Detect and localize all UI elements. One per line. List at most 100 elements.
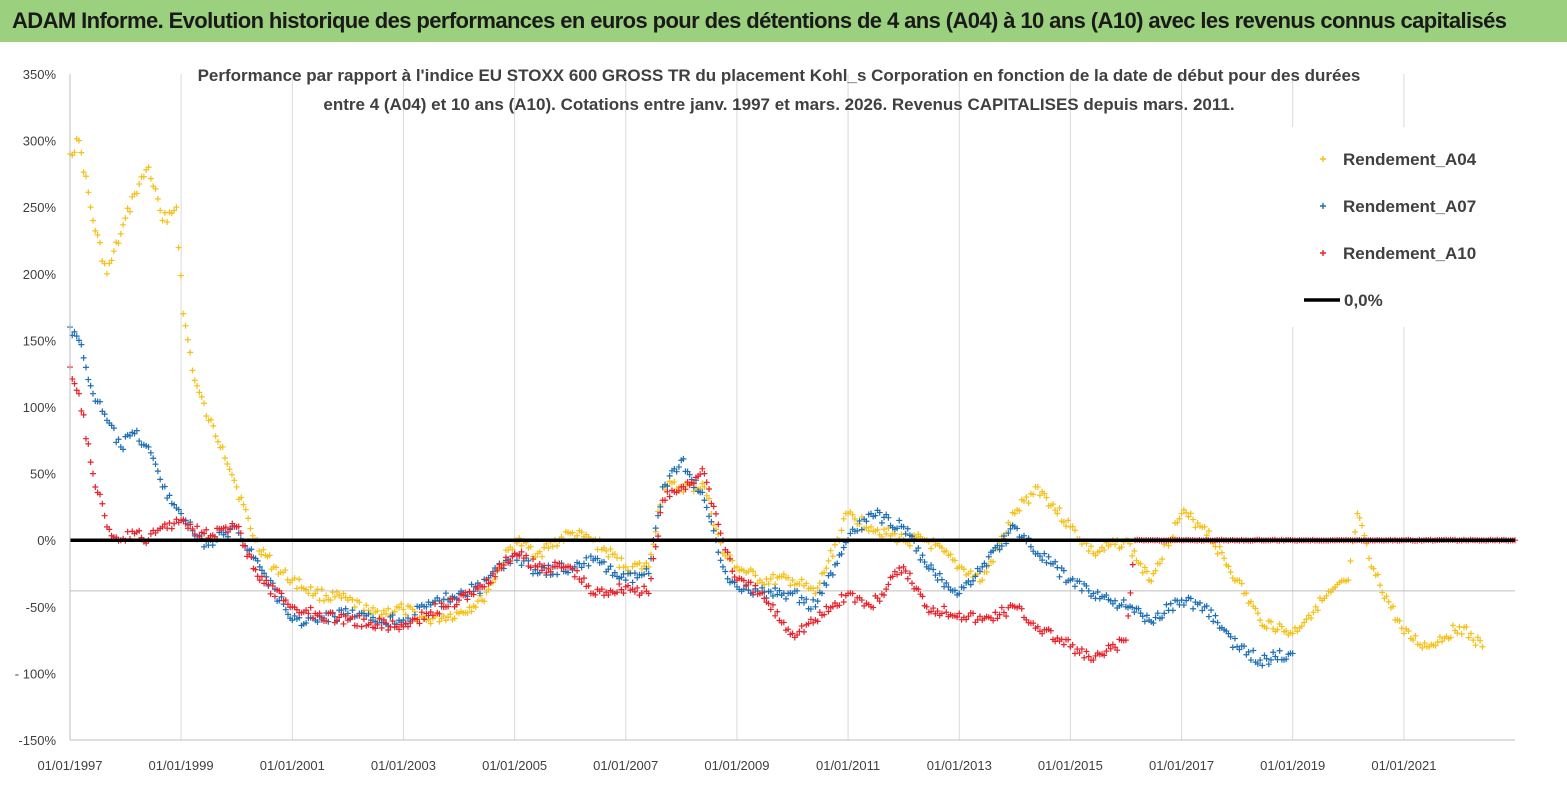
data-point — [404, 623, 411, 630]
data-point — [249, 532, 256, 539]
data-point — [391, 608, 398, 615]
data-point — [928, 545, 935, 552]
data-point — [207, 416, 214, 423]
data-point — [1060, 567, 1067, 574]
data-point — [643, 559, 650, 566]
data-point — [380, 607, 387, 614]
data-point — [1174, 519, 1181, 526]
data-point — [1272, 653, 1279, 660]
data-point — [906, 542, 913, 549]
data-point — [502, 554, 509, 561]
data-point — [518, 542, 525, 549]
data-point — [1398, 625, 1405, 632]
data-point — [1212, 612, 1219, 619]
data-point — [917, 556, 924, 563]
data-point — [73, 387, 80, 394]
data-point — [1205, 613, 1212, 620]
data-point — [378, 611, 385, 618]
data-point — [769, 571, 776, 578]
data-point — [686, 471, 693, 478]
data-point — [774, 608, 781, 615]
data-point — [383, 620, 390, 627]
data-point — [703, 504, 710, 511]
data-point — [363, 602, 370, 609]
data-point — [1356, 514, 1363, 521]
data-point — [147, 449, 154, 456]
data-point — [938, 610, 945, 617]
data-point — [583, 554, 590, 561]
data-point — [1458, 630, 1465, 637]
data-point — [152, 461, 159, 468]
data-point — [874, 595, 881, 602]
data-point — [657, 509, 664, 516]
data-point — [110, 248, 117, 255]
data-point — [641, 571, 648, 578]
data-point — [1094, 589, 1101, 596]
data-point — [282, 597, 289, 604]
data-point — [152, 185, 159, 192]
data-point — [536, 560, 543, 567]
data-point — [1289, 630, 1296, 637]
data-point — [530, 556, 537, 563]
data-point — [307, 583, 314, 590]
data-point — [314, 619, 321, 626]
data-point — [198, 393, 205, 400]
data-point — [1267, 618, 1274, 625]
data-point — [883, 511, 890, 518]
data-point — [1265, 661, 1272, 668]
data-point — [1071, 583, 1078, 590]
data-point — [710, 522, 717, 529]
data-point — [1370, 565, 1377, 572]
data-point — [1107, 645, 1114, 652]
data-point — [1054, 635, 1061, 642]
data-point — [166, 519, 173, 526]
data-point — [140, 173, 147, 180]
data-point — [1252, 605, 1259, 612]
data-point — [776, 587, 783, 594]
data-point — [712, 510, 719, 517]
data-point — [915, 586, 922, 593]
data-point — [1247, 598, 1254, 605]
data-point — [320, 597, 327, 604]
data-point — [436, 610, 443, 617]
data-point — [1396, 617, 1403, 624]
data-point — [827, 547, 834, 554]
data-point — [829, 553, 836, 560]
data-point — [960, 566, 967, 573]
data-point — [256, 577, 263, 584]
legend-box — [1282, 127, 1502, 327]
data-point — [592, 591, 599, 598]
data-point — [527, 564, 534, 571]
data-point — [789, 577, 796, 584]
data-point — [1303, 616, 1310, 623]
data-point — [807, 616, 814, 623]
data-point — [851, 516, 858, 523]
data-point — [1327, 589, 1334, 596]
data-point — [150, 455, 157, 462]
data-point — [1174, 597, 1181, 604]
data-point — [1298, 623, 1305, 630]
data-point — [965, 613, 972, 620]
data-point — [468, 581, 475, 588]
data-point — [1169, 607, 1176, 614]
data-point — [113, 439, 120, 446]
data-point — [442, 617, 449, 624]
data-point — [1023, 494, 1030, 501]
data-point — [538, 567, 545, 574]
data-point — [1180, 602, 1187, 609]
x-tick-label: 01/01/2017 — [1149, 758, 1214, 773]
data-point — [527, 543, 534, 550]
data-point — [1120, 596, 1127, 603]
data-point — [117, 230, 124, 237]
data-point — [814, 584, 821, 591]
data-point — [798, 576, 805, 583]
data-point — [418, 609, 425, 616]
data-point — [1092, 552, 1099, 559]
legend-swatch — [1320, 203, 1326, 209]
data-point — [303, 619, 310, 626]
x-tick-label: 01/01/2021 — [1371, 758, 1436, 773]
data-point — [1257, 657, 1264, 664]
data-point — [664, 488, 671, 495]
data-point — [1056, 504, 1063, 511]
data-point — [464, 609, 471, 616]
